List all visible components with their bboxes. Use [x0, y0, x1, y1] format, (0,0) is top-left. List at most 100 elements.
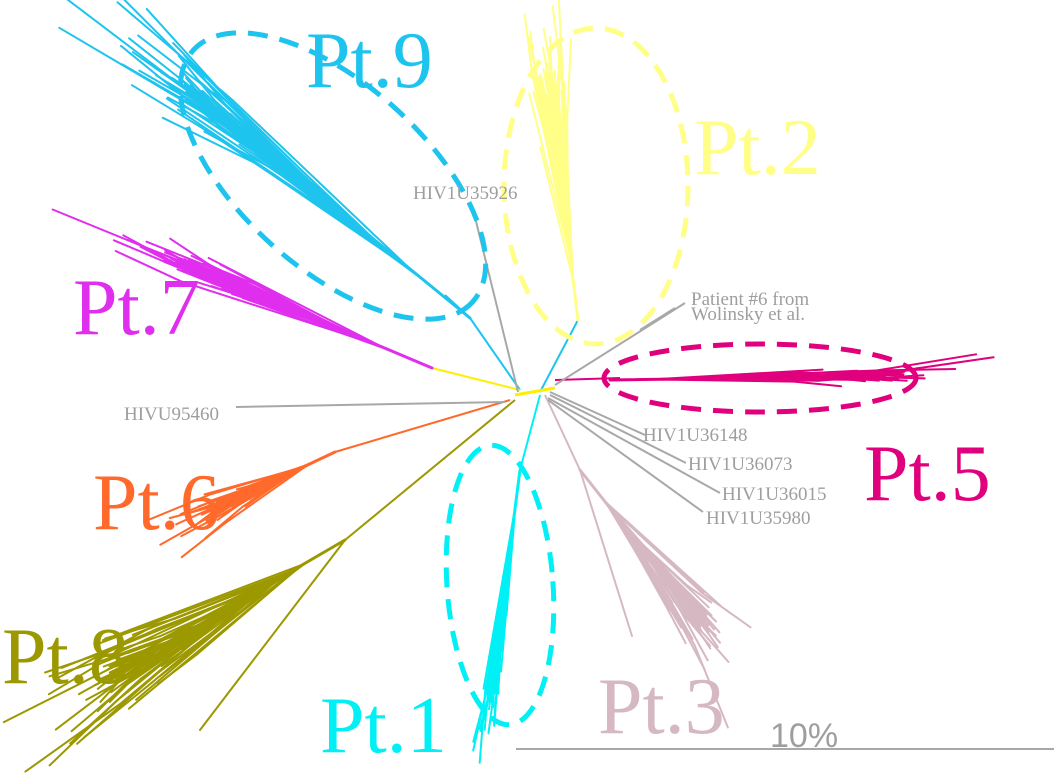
reference-label-u95460: HIVU95460 — [124, 404, 219, 425]
branch-pt5 — [554, 377, 621, 381]
pt8-clade-leaf — [132, 573, 287, 681]
pt3-clade-leaf — [600, 496, 678, 591]
patient-clades — [2, 0, 995, 773]
pt6-clade-leaf — [147, 493, 210, 522]
pt9-clade-leaf — [131, 84, 202, 128]
pt3-clade-leaf — [687, 600, 706, 623]
pt9-cluster-ellipse — [177, 30, 489, 322]
scale-bar: 10% — [516, 717, 1054, 755]
pt2-clade-leaf — [530, 70, 570, 245]
reference-label-u36148: HIV1U36148 — [643, 425, 748, 446]
cluster-label-pt2: Pt.2 — [694, 104, 821, 192]
pt5-cluster-ellipse — [601, 341, 919, 415]
pt7-clade-leaf — [191, 260, 284, 307]
pt6-clade-leaf — [203, 466, 303, 496]
cluster-label-pt5: Pt.5 — [864, 430, 991, 518]
pt3-clade-leaf — [678, 620, 706, 670]
reference-branch-u36015 — [547, 397, 721, 494]
pt7-clade-leaf — [231, 293, 336, 329]
branch-pt6 — [334, 399, 511, 453]
pt7-clade-leaf — [189, 263, 219, 279]
pt6-clade-leaf — [225, 493, 246, 507]
branch-pt7 — [431, 367, 521, 391]
pt7-clade-leaf — [185, 268, 205, 275]
cluster-label-pt8: Pt.8 — [2, 613, 129, 701]
pt2-clade-leaf — [562, 149, 571, 251]
pt8-clade-leaf — [77, 672, 117, 696]
pt2-cluster-ellipse — [501, 25, 691, 347]
pt2-clade-leaf — [523, 13, 533, 73]
reference-branch-u36148 — [549, 391, 646, 436]
pt6-clade-leaf — [215, 490, 252, 503]
branch-pt2 — [539, 319, 579, 393]
pt9-clade-leaf — [198, 81, 229, 109]
reference-branches — [235, 204, 721, 513]
pt7-clade-leaf — [182, 264, 213, 277]
cluster-ellipses — [177, 25, 919, 728]
pt8-clade-leaf — [47, 650, 122, 696]
pt8-clade-leaf — [44, 651, 107, 674]
pt1-cluster-ellipse — [443, 442, 557, 728]
pt3-clade-leaf — [688, 607, 710, 630]
pt2-clade-leaf — [561, 106, 565, 152]
pt6-clade-leaf — [200, 509, 214, 516]
pt9-clade-leaf — [206, 81, 348, 218]
pt5-clade-leaf — [845, 369, 885, 375]
pt2-clade-leaf — [539, 146, 575, 282]
pt8-clade-leaf — [135, 612, 220, 677]
pt3-clade-leaf — [606, 503, 704, 595]
pt8-clade-leaf — [104, 586, 265, 653]
pt8-clade-leaf — [135, 576, 283, 701]
pt7-clade-leaf — [221, 287, 305, 315]
pt2-clade-leaf — [546, 80, 549, 88]
pt7-clade-leaf — [180, 280, 376, 345]
pt1-clade-leaf — [494, 532, 513, 691]
pt6-clade-leaf — [205, 509, 225, 522]
pt9-clade-leaf — [196, 89, 247, 136]
pt6-clade-leaf — [188, 504, 212, 514]
reference-branch-u35980 — [547, 399, 704, 513]
pt6-clade-leaf — [208, 460, 316, 518]
pt8-clade-leaf — [2, 666, 113, 724]
pt9-clade-leaf — [66, 0, 178, 84]
pt8-clade-leaf — [146, 572, 290, 631]
pt6-clade-leaf — [159, 516, 211, 546]
reference-label-u36015: HIV1U36015 — [722, 484, 827, 505]
pt8-clade-leaf — [116, 646, 162, 685]
pt8-clade-leaf — [119, 644, 165, 671]
pt6-clade-leaf — [180, 512, 225, 538]
pt8-clade-leaf — [98, 673, 111, 681]
pt9-clade-leaf — [177, 54, 216, 101]
pt3-clade-leaf — [678, 607, 709, 662]
pt2-clade-leaf — [557, 0, 564, 66]
reference-labels: HIV1U35926 Patient #6 from Wolinsky et a… — [124, 183, 827, 529]
tree-backbone — [334, 294, 621, 541]
pt2-clade-leaf — [546, 85, 553, 106]
pt3-clade-leaf — [682, 613, 712, 647]
pt2-clade-leaf — [555, 105, 558, 150]
reference-branch-patient6-tip — [639, 307, 676, 331]
pt9-clade-leaf — [183, 53, 227, 106]
branch-pt1 — [519, 394, 541, 471]
cluster-label-pt9: Pt.9 — [306, 17, 433, 105]
pt7-clade-leaf — [122, 234, 190, 272]
pt9-clade-leaf — [145, 7, 225, 96]
pt2-clade-leaf — [539, 77, 559, 158]
reference-label-patient6-line1: Patient #6 from — [691, 289, 809, 310]
pt9-clade-leaf — [241, 140, 324, 199]
pt1-clade-leaf — [491, 577, 508, 664]
pt3-clade-leaf — [671, 586, 696, 612]
pt5-clade-leaf — [793, 380, 843, 388]
cluster-label-pt6: Pt.6 — [93, 459, 220, 547]
pt2-clade-leaf — [566, 38, 572, 121]
pt3-clade-leaf — [706, 631, 719, 648]
pt3-clade-leaf — [686, 584, 713, 604]
branch-pt9 — [469, 317, 521, 391]
pt1-clade-leaf — [487, 684, 496, 735]
pt1-clade-leaf — [488, 519, 515, 657]
cluster-label-pt3: Pt.3 — [598, 663, 725, 751]
pt2-clade-leaf — [556, 37, 562, 94]
pt5-clade-leaf — [745, 374, 828, 379]
pt6-clade-leaf — [235, 476, 283, 491]
branch-pt8 — [344, 399, 516, 541]
